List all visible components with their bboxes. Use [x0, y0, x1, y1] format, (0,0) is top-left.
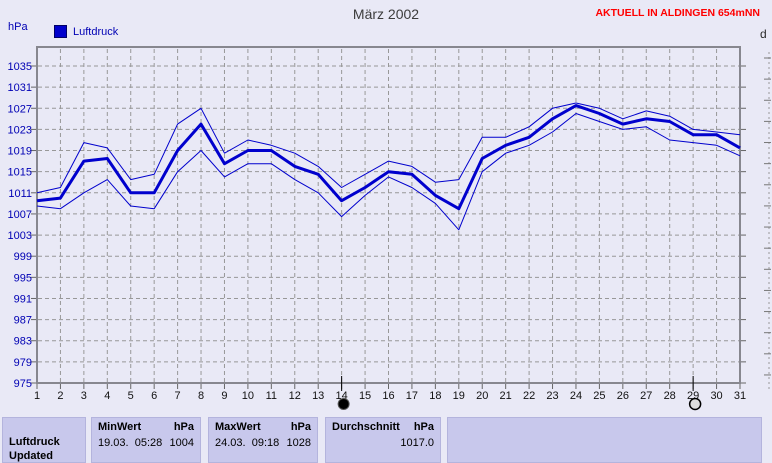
maxwert-value: 1028 [286, 437, 311, 449]
y-axis-label: 1019 [8, 146, 32, 158]
maxwert-header: MaxWert [215, 421, 261, 433]
x-axis-label: 10 [242, 390, 254, 402]
y-axis-label: 983 [14, 336, 32, 348]
y-axis-label: 1023 [8, 124, 32, 136]
y-axis-label: 1015 [8, 167, 32, 179]
maxwert-date: 24.03. [215, 437, 246, 449]
summary-cell-maxwert[interactable]: MaxWert hPa 24.03. 09:18 1028 [208, 417, 318, 463]
y-axis-label: 1003 [8, 230, 32, 242]
summary-cell-parameter[interactable]: Luftdruck Updated [2, 417, 86, 463]
x-axis-label: 21 [500, 390, 512, 402]
x-axis-label: 19 [453, 390, 465, 402]
station-banner: AKTUELL IN ALDINGEN 654mNN [595, 7, 760, 19]
x-axis-label: 20 [476, 390, 488, 402]
y-axis-label: 1011 [8, 188, 32, 200]
x-axis-label: 4 [104, 390, 110, 402]
legend-series-label: Luftdruck [73, 25, 119, 38]
legend-color-swatch [54, 25, 67, 38]
x-axis-label: 1 [34, 390, 40, 402]
x-axis-label: 30 [710, 390, 722, 402]
series-Luftdruck [36, 104, 741, 211]
y-axis-label: 975 [14, 378, 32, 390]
minwert-value: 1004 [169, 437, 194, 449]
x-axis-label: 18 [429, 390, 441, 402]
summary-cell-durchschnitt[interactable]: Durchschnitt hPa 1017.0 [325, 417, 441, 463]
chart-frame [36, 46, 741, 384]
x-axis-label: 8 [198, 390, 204, 402]
y-axis-label: 979 [14, 357, 32, 369]
full-moon-icon [688, 397, 702, 411]
durchschnitt-unit: hPa [413, 421, 434, 433]
x-axis-label: 23 [546, 390, 558, 402]
maxwert-time: 09:18 [251, 437, 280, 449]
summary-parameter-label: Luftdruck [9, 436, 60, 448]
new-moon-icon [337, 398, 350, 410]
series-day-min [36, 113, 741, 231]
x-axis-label: 24 [570, 390, 582, 402]
x-axis-label: 17 [406, 390, 418, 402]
x-axis-label: 16 [382, 390, 394, 402]
y-axis-label: 1031 [8, 82, 32, 94]
x-axis-label: 9 [221, 390, 227, 402]
x-axis-label: 12 [289, 390, 301, 402]
x-axis-label: 2 [57, 390, 63, 402]
x-axis-label: 5 [128, 390, 134, 402]
y-axis-label: 1035 [8, 61, 32, 73]
minwert-unit: hPa [173, 421, 194, 433]
maxwert-unit: hPa [290, 421, 311, 433]
x-axis-label: 7 [175, 390, 181, 402]
minwert-date: 19.03. [98, 437, 129, 449]
x-axis-label: 28 [664, 390, 676, 402]
y-axis-label: 1027 [8, 103, 32, 115]
y-axis-label: 999 [14, 251, 32, 263]
summary-cell-empty [447, 417, 762, 463]
minwert-time: 05:28 [134, 437, 163, 449]
y-axis-label: 991 [14, 293, 32, 305]
y-axis-label: 987 [14, 315, 32, 327]
x-axis-label: 3 [81, 390, 87, 402]
summary-cell-minwert[interactable]: MinWert hPa 19.03. 05:28 1004 [91, 417, 201, 463]
minwert-header: MinWert [98, 421, 142, 433]
y-axis-unit-label: hPa [8, 21, 28, 33]
y-axis-label: 995 [14, 272, 32, 284]
y-axis-label: 1007 [8, 209, 32, 221]
durchschnitt-value: 1017.0 [400, 437, 434, 449]
summary-updated-label: Updated [9, 450, 53, 462]
x-axis-label: 27 [640, 390, 652, 402]
x-axis-label: 15 [359, 390, 371, 402]
x-axis-label: 13 [312, 390, 324, 402]
x-axis-label: 22 [523, 390, 535, 402]
x-axis-label: 31 [734, 390, 746, 402]
x-axis-label: 11 [266, 390, 277, 402]
x-axis-label: 26 [617, 390, 629, 402]
right-axis-unit-label: d [760, 27, 767, 41]
pressure-line-chart: 9759799839879919959991003100710111015101… [8, 46, 771, 411]
legend-luftdruck[interactable]: Luftdruck [54, 25, 118, 38]
x-axis-label: 6 [151, 390, 157, 402]
page-title: März 2002 [352, 6, 420, 22]
durchschnitt-header: Durchschnitt [332, 421, 400, 433]
series-day-max [36, 102, 741, 194]
x-axis-label: 25 [593, 390, 605, 402]
